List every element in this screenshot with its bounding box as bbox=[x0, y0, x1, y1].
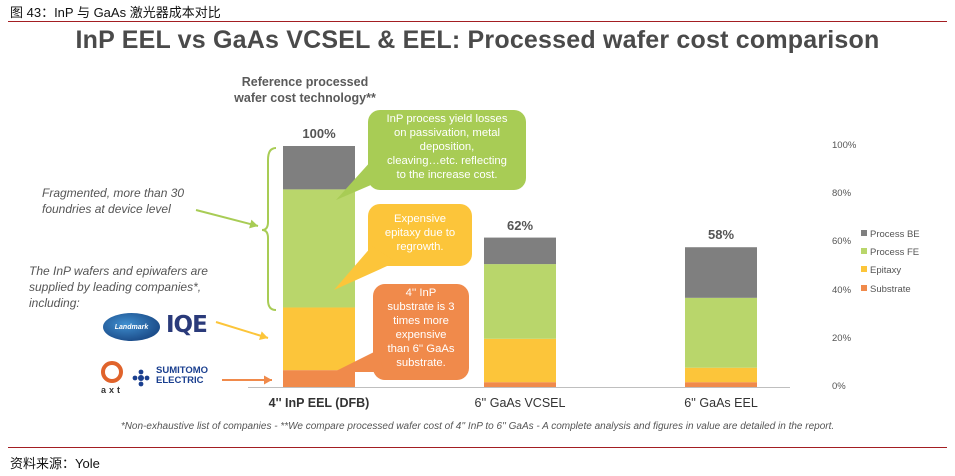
arrow-foundries-shaft bbox=[195, 209, 259, 227]
callout-line: than 6'' GaAs bbox=[387, 343, 455, 355]
reference-label-line: wafer cost technology** bbox=[234, 91, 376, 105]
callout-line: Expensive bbox=[393, 213, 447, 225]
legend-item: Process BE bbox=[861, 229, 920, 240]
note-wafers: The InP wafers and epiwafers are supplie… bbox=[29, 263, 208, 311]
sumitomo-line: SUMITOMO bbox=[156, 365, 209, 376]
y-tick-label: 80% bbox=[832, 188, 852, 200]
legend-item: Epitaxy bbox=[861, 265, 901, 276]
source-note: 资料来源：Yole bbox=[10, 456, 100, 471]
callout-yield-pointer bbox=[336, 160, 392, 200]
bar-segment-process-fe bbox=[484, 264, 556, 339]
x-category-label: 4'' InP EEL (DFB) bbox=[268, 396, 370, 410]
bar-segment-process-fe bbox=[283, 189, 355, 308]
bar-segment-process-be bbox=[685, 247, 757, 298]
y-tick-label: 40% bbox=[832, 284, 852, 296]
callout-epitaxy-text: Expensive epitaxy due to regrowth. bbox=[370, 212, 470, 254]
y-tick-label: 60% bbox=[832, 236, 852, 248]
bar-segment-process-fe bbox=[685, 297, 757, 368]
bar-segment-substrate bbox=[484, 382, 556, 387]
note-line: supplied by leading companies*, bbox=[29, 280, 202, 294]
note-line: Fragmented, more than 30 bbox=[42, 186, 185, 200]
callout-yield-text: InP process yield losses on passivation,… bbox=[371, 112, 523, 182]
callout-line: expensive bbox=[395, 329, 447, 341]
sumitomo-logo: SUMITOMO ELECTRIC bbox=[156, 366, 208, 386]
legend-label: Process BE bbox=[870, 229, 920, 240]
callout-substrate-pointer bbox=[334, 350, 384, 372]
callout-line: deposition, bbox=[419, 141, 475, 153]
x-category-label: 6'' GaAs EEL bbox=[684, 396, 758, 410]
bar-total-label: 62% bbox=[506, 217, 534, 233]
y-tick-label: 20% bbox=[832, 332, 852, 344]
arrow-substrate-head bbox=[264, 375, 272, 385]
bar-segment-epitaxy bbox=[685, 367, 757, 383]
legend-swatch bbox=[861, 266, 867, 272]
callout-line: InP process yield losses bbox=[386, 113, 508, 125]
legend-item: Process FE bbox=[861, 247, 919, 258]
reference-label-line: Reference processed bbox=[241, 75, 369, 89]
bar-segment-epitaxy bbox=[283, 307, 355, 371]
bar-segment-process-be bbox=[283, 146, 355, 190]
bottom-rule bbox=[8, 447, 947, 448]
legend-swatch bbox=[861, 248, 867, 254]
reference-label: Reference processed wafer cost technolog… bbox=[215, 74, 395, 106]
chart-title: InP EEL vs GaAs VCSEL & EEL: Processed w… bbox=[75, 26, 880, 54]
axt-logo-mark-icon bbox=[101, 361, 123, 383]
arrow-foundries-head bbox=[249, 219, 258, 229]
legend-label: Epitaxy bbox=[870, 265, 902, 276]
legend-item: Substrate bbox=[861, 284, 911, 295]
legend-swatch bbox=[861, 285, 867, 291]
callout-line: cleaving…etc. reflecting bbox=[387, 155, 507, 167]
bar-segment-substrate bbox=[283, 370, 355, 387]
bar-segment-epitaxy bbox=[484, 338, 556, 383]
bracket-foundries bbox=[261, 147, 277, 311]
callout-line: times more bbox=[393, 315, 449, 327]
callout-epitaxy-pointer bbox=[334, 246, 396, 290]
bar-segment-process-be bbox=[484, 237, 556, 265]
note-line: The InP wafers and epiwafers are bbox=[29, 264, 208, 278]
figure-caption: 图 43：InP 与 GaAs 激光器成本对比 bbox=[10, 5, 221, 20]
arrow-wafers-shaft bbox=[215, 321, 269, 339]
callout-line: on passivation, metal bbox=[393, 127, 501, 139]
callout-line: to the increase cost. bbox=[396, 169, 498, 181]
callout-substrate-bubble bbox=[373, 284, 469, 380]
top-rule bbox=[8, 21, 947, 22]
y-tick-label: 100% bbox=[832, 140, 857, 151]
footnote: *Non-exhaustive list of companies - **We… bbox=[120, 421, 835, 432]
sumitomo-line: ELECTRIC bbox=[156, 375, 204, 386]
x-category-label: 6'' GaAs VCSEL bbox=[474, 396, 566, 410]
arrow-wafers-head bbox=[259, 331, 268, 340]
y-tick-label: 0% bbox=[832, 381, 846, 392]
callout-line: 4'' InP bbox=[405, 287, 437, 299]
callout-line: regrowth. bbox=[396, 241, 444, 253]
bar-total-label: 100% bbox=[302, 126, 336, 141]
note-line: foundries at device level bbox=[42, 202, 171, 216]
axt-logo: axt bbox=[101, 385, 124, 395]
bar-total-label: 58% bbox=[707, 227, 735, 243]
callout-line: epitaxy due to bbox=[384, 227, 456, 239]
iqe-logo: IQE bbox=[166, 312, 208, 338]
callout-epitaxy-bubble bbox=[368, 204, 472, 266]
note-line: including: bbox=[29, 296, 80, 310]
callout-line: substrate is 3 bbox=[387, 301, 455, 313]
bar-segment-substrate bbox=[685, 382, 757, 387]
callout-line: substrate. bbox=[396, 357, 446, 369]
legend-label: Process FE bbox=[870, 247, 920, 258]
callout-yield-bubble bbox=[368, 110, 526, 190]
legend-label: Substrate bbox=[870, 284, 911, 295]
callout-substrate-text: 4'' InP substrate is 3 times more expens… bbox=[378, 286, 464, 370]
note-foundries: Fragmented, more than 30 foundries at de… bbox=[42, 185, 184, 217]
legend-swatch bbox=[861, 230, 867, 236]
landmark-logo: Landmark bbox=[103, 313, 160, 341]
sumitomo-logo-mark-icon bbox=[132, 369, 150, 387]
